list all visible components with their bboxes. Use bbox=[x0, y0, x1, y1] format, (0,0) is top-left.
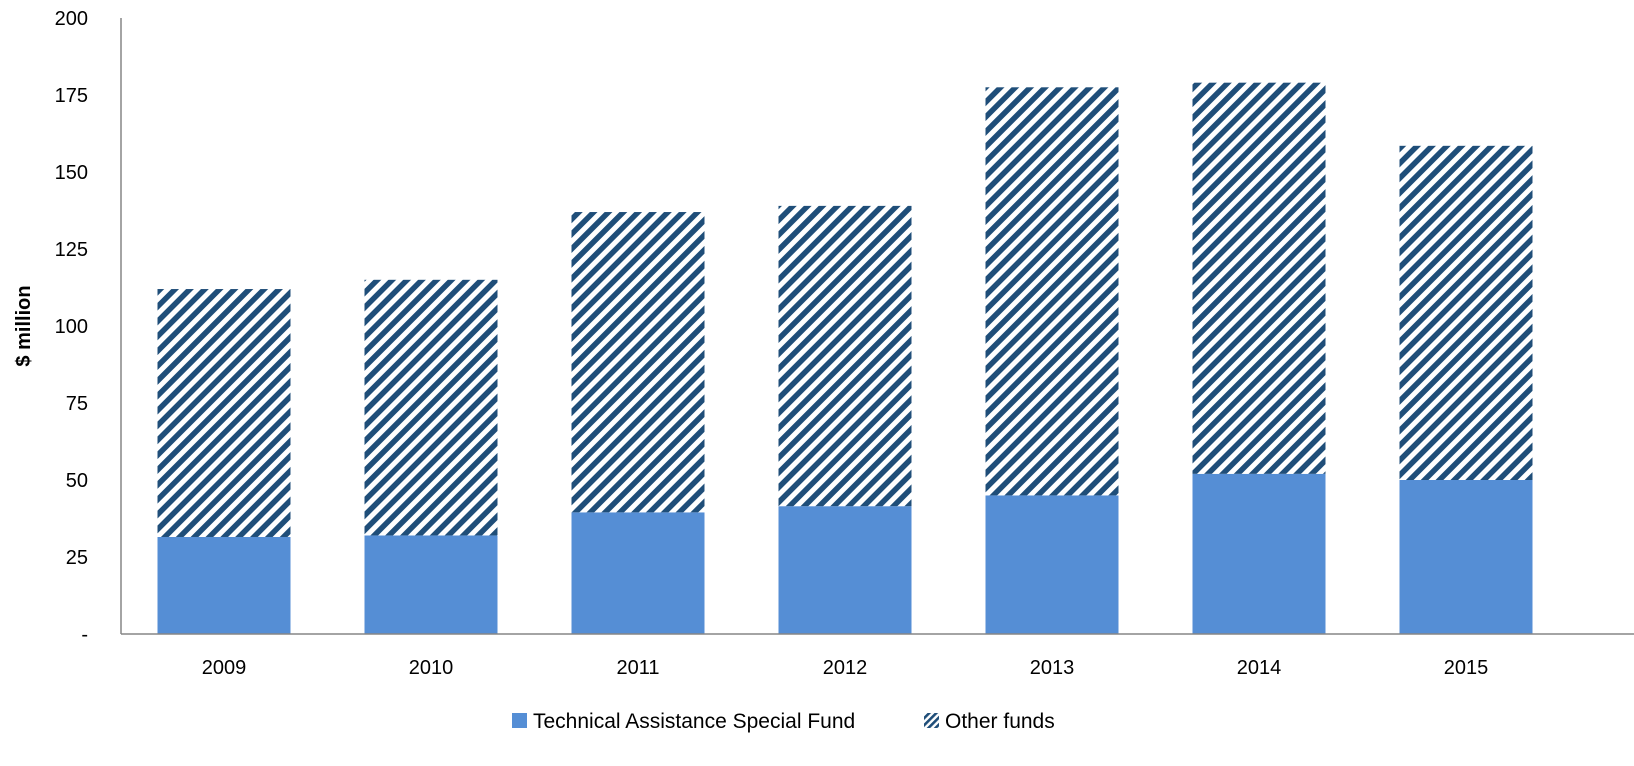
y-axis-ticks: - 25 50 75 100 125 150 175 200 bbox=[55, 8, 88, 646]
y-tick-label: 75 bbox=[66, 393, 88, 415]
x-tick-label: 2010 bbox=[409, 657, 454, 679]
y-tick-label: 25 bbox=[66, 547, 88, 569]
bar-technical-assistance-special-fund bbox=[364, 535, 498, 634]
bar-technical-assistance-special-fund bbox=[571, 512, 705, 634]
bar-other-funds bbox=[157, 289, 291, 537]
bar-technical-assistance-special-fund bbox=[1399, 480, 1533, 634]
y-tick-label: - bbox=[81, 624, 88, 646]
x-axis-ticks: 2009 2010 2011 2012 2013 2014 2015 bbox=[202, 657, 1489, 679]
bar-technical-assistance-special-fund bbox=[1192, 473, 1326, 634]
bar-technical-assistance-special-fund bbox=[157, 536, 291, 634]
bar-technical-assistance-special-fund bbox=[778, 506, 912, 634]
y-tick-label: 100 bbox=[55, 316, 88, 338]
y-axis-title: $ million bbox=[13, 285, 35, 366]
y-tick-label: 175 bbox=[55, 85, 88, 107]
bars bbox=[157, 82, 1533, 634]
legend-swatch-technical-assistance-special-fund bbox=[512, 713, 527, 728]
x-tick-label: 2011 bbox=[616, 657, 659, 679]
x-tick-label: 2013 bbox=[1030, 657, 1075, 679]
legend: Technical Assistance Special Fund Other … bbox=[512, 710, 1055, 733]
legend-label-technical-assistance-special-fund: Technical Assistance Special Fund bbox=[533, 710, 855, 733]
x-tick-label: 2014 bbox=[1237, 657, 1282, 679]
y-tick-label: 150 bbox=[55, 162, 88, 184]
legend-label-other-funds: Other funds bbox=[945, 710, 1055, 733]
bar-other-funds bbox=[571, 212, 705, 513]
y-tick-label: 50 bbox=[66, 470, 88, 492]
y-tick-label: 200 bbox=[55, 8, 88, 30]
bar-other-funds bbox=[985, 87, 1119, 496]
y-tick-label: 125 bbox=[55, 239, 88, 261]
x-tick-label: 2015 bbox=[1444, 657, 1489, 679]
x-tick-label: 2009 bbox=[202, 657, 247, 679]
bar-other-funds bbox=[1192, 82, 1326, 474]
bar-technical-assistance-special-fund bbox=[985, 495, 1119, 634]
bar-other-funds bbox=[364, 279, 498, 536]
bar-other-funds bbox=[1399, 145, 1533, 480]
x-tick-label: 2012 bbox=[823, 657, 868, 679]
axes bbox=[120, 18, 1634, 635]
bar-other-funds bbox=[778, 205, 912, 507]
legend-swatch-other-funds bbox=[924, 713, 939, 728]
